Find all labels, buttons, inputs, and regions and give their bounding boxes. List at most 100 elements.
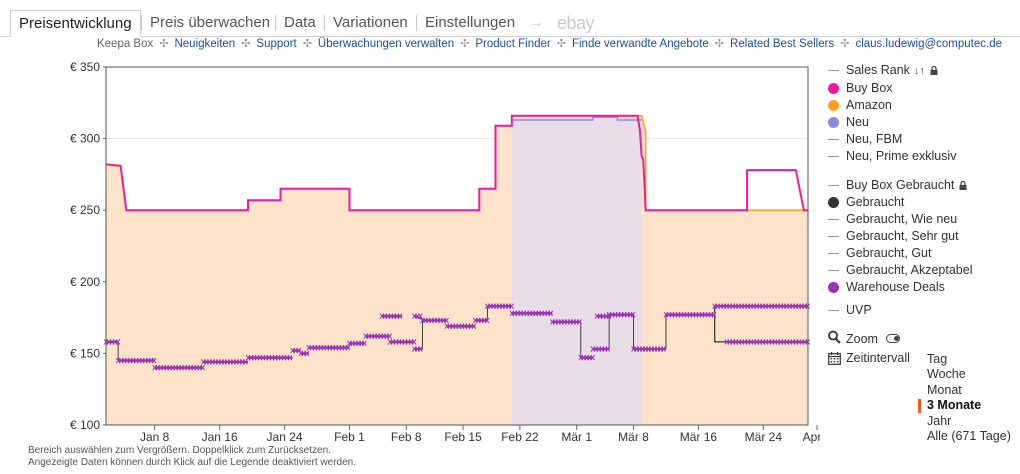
legend-dot-icon xyxy=(828,194,840,211)
plus-icon: ✣ xyxy=(556,38,566,50)
calendar-icon xyxy=(828,352,841,368)
footnote-line: Bereich auswählen zum Vergrößern. Doppel… xyxy=(28,445,331,456)
warehouse-marker xyxy=(630,311,636,318)
tab-einstellungen[interactable]: Einstellungen xyxy=(425,14,516,31)
warehouse-marker xyxy=(711,311,717,318)
link-verwandte-angebote[interactable]: Finde verwandte Angebote xyxy=(571,38,709,50)
plus-icon: ✣ xyxy=(714,38,725,50)
y-tick-label: € 350 xyxy=(70,60,100,74)
neu-area xyxy=(511,117,642,425)
warehouse-marker xyxy=(200,364,206,371)
legend-line-icon xyxy=(828,228,840,245)
chart-footnote: Bereich auswählen zum Vergrößern. Doppel… xyxy=(28,445,356,469)
link-related-best-sellers[interactable]: Related Best Sellers xyxy=(730,38,835,50)
range-option[interactable]: 3 Monate xyxy=(917,398,982,414)
warehouse-marker xyxy=(242,359,248,365)
warehouse-marker xyxy=(304,350,310,357)
price-chart[interactable]: € 100 € 150 € 200 € 250 € 300 € 350 Jan 8 Jan 1… xyxy=(0,52,820,445)
plot-frame xyxy=(105,66,809,426)
warehouse-marker xyxy=(362,340,367,347)
legend-label: Gebraucht, Akzeptabel xyxy=(846,263,973,277)
warehouse-marker xyxy=(411,339,417,345)
tab-divider xyxy=(275,15,276,31)
tab-bar: Preisentwicklung Preis überwachen Data V… xyxy=(0,10,1020,37)
x-tick-label: Feb 1 xyxy=(334,430,365,444)
amazon-line xyxy=(105,114,808,211)
plus-icon: ✣ xyxy=(840,38,850,50)
legend-line-icon xyxy=(828,245,840,262)
x-tick-label: Mär 16 xyxy=(680,430,718,444)
legend-label: Neu xyxy=(846,115,869,129)
buy-box-line xyxy=(105,114,808,212)
legend-label: Neu, FBM xyxy=(846,132,903,146)
x-tick-label: Jan 8 xyxy=(140,430,170,444)
x-tick-label: Jan 16 xyxy=(202,430,238,444)
legend-dot-icon xyxy=(828,80,840,97)
plus-icon: ✣ xyxy=(302,38,312,50)
x-tick-label: Mär 24 xyxy=(745,430,783,444)
range-option[interactable]: Woche xyxy=(927,367,966,382)
chart-axes: € 100 € 150 € 200 € 250 € 300 € 350 Jan 8 Jan 1… xyxy=(70,60,820,444)
warehouse-marker xyxy=(115,339,121,345)
link-user-email[interactable]: claus.ludewig@computec.de xyxy=(855,38,1002,50)
legend-line-icon xyxy=(828,211,840,228)
link-product-finder[interactable]: Product Finder xyxy=(475,38,551,50)
ebay-logo[interactable]: ebay xyxy=(557,13,595,33)
legend-line-icon xyxy=(828,62,840,79)
tab-divider xyxy=(324,15,325,31)
range-option[interactable]: Alle (671 Tage) xyxy=(927,429,1011,443)
legend-label: Amazon xyxy=(846,98,892,112)
tab-preisentwicklung[interactable]: Preisentwicklung xyxy=(10,10,141,37)
legend-label: Gebraucht, Wie neu xyxy=(846,212,958,226)
warehouse-marker xyxy=(471,323,477,330)
legend-label: Neu, Prime exklusiv xyxy=(846,149,957,163)
legend-line-icon xyxy=(828,302,840,319)
warehouse-marker xyxy=(418,346,423,352)
legend-label: Buy Box xyxy=(846,81,893,95)
warehouse-marker xyxy=(444,317,449,324)
range-option[interactable]: Tag xyxy=(927,352,948,366)
y-tick-label: € 100 xyxy=(70,418,100,432)
zoom-label: Zoom xyxy=(846,332,878,346)
warehouse-markers xyxy=(103,303,811,371)
interval-label: Zeitintervall xyxy=(846,351,910,365)
tab-preis-ueberwachen[interactable]: Preis überwachen xyxy=(150,14,271,31)
y-tick-label: € 250 xyxy=(70,203,100,217)
arrow-right-icon: → xyxy=(528,14,544,31)
x-tick-label: Apr 1 xyxy=(803,430,820,444)
y-tick-label: € 150 xyxy=(70,346,100,360)
sort-icon[interactable]: ↓↑ xyxy=(913,65,925,77)
legend-line-icon xyxy=(828,131,840,148)
tab-divider xyxy=(141,15,142,31)
link-neuigkeiten[interactable]: Neuigkeiten xyxy=(174,38,236,50)
zoom-toggle[interactable] xyxy=(886,334,900,343)
x-tick-label: Mär 1 xyxy=(561,430,592,444)
warehouse-marker xyxy=(661,346,666,352)
chart-fills xyxy=(106,115,808,425)
legend-label: Warehouse Deals xyxy=(846,280,945,294)
plus-icon: ✣ xyxy=(460,38,470,50)
tab-variationen[interactable]: Variationen xyxy=(333,14,408,31)
keepa-box-label: Keepa Box xyxy=(96,38,154,50)
warehouse-marker xyxy=(509,303,514,309)
warehouse-marker xyxy=(576,319,582,325)
tab-data[interactable]: Data xyxy=(284,14,316,31)
warehouse-marker xyxy=(605,346,611,352)
x-tick-label: Feb 22 xyxy=(501,430,539,444)
link-support[interactable]: Support xyxy=(256,38,297,50)
y-tick-label: € 300 xyxy=(70,132,100,146)
legend-label: Gebraucht, Sehr gut xyxy=(846,229,959,243)
link-ueberwachungen-verwalten[interactable]: Überwachungen verwalten xyxy=(317,38,455,50)
warehouse-marker xyxy=(590,354,596,361)
legend-line-icon xyxy=(828,177,840,194)
x-tick-label: Mär 8 xyxy=(618,430,649,444)
amazon-area xyxy=(106,115,808,425)
warehouse-marker xyxy=(287,354,293,361)
neu-line xyxy=(511,116,642,121)
warehouse-marker xyxy=(397,313,403,319)
legend-label: Gebraucht, Gut xyxy=(846,246,932,260)
lock-icon xyxy=(959,181,967,190)
range-option[interactable]: Monat xyxy=(927,382,962,397)
legend-dot-icon xyxy=(828,97,840,114)
range-option[interactable]: Jahr xyxy=(927,413,952,428)
